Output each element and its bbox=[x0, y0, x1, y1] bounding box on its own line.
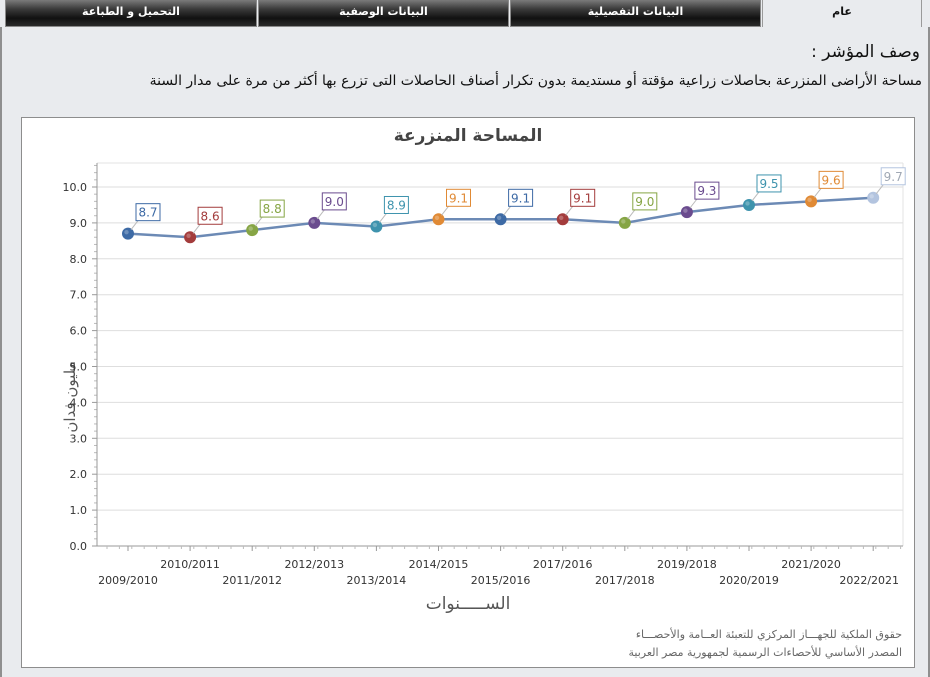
tab-general[interactable]: عام bbox=[762, 0, 922, 30]
svg-text:2011/2012: 2011/2012 bbox=[222, 574, 282, 587]
x-axis-label: الســـــنوات bbox=[425, 594, 511, 614]
svg-text:2.0: 2.0 bbox=[70, 468, 88, 481]
svg-text:2019/2018: 2019/2018 bbox=[657, 558, 717, 571]
copyright-footer: حقوق الملكية للجهـــاز المركزي للتعبئة ا… bbox=[628, 626, 902, 662]
chart-container: المساحة المنزرعة مليون فدان 0.0 1.0 2.0 3.0… bbox=[21, 117, 915, 668]
svg-text:8.9: 8.9 bbox=[387, 198, 406, 212]
svg-text:9.5: 9.5 bbox=[759, 177, 778, 191]
svg-text:9.6: 9.6 bbox=[822, 173, 841, 187]
svg-text:9.1: 9.1 bbox=[449, 191, 468, 205]
svg-text:9.0: 9.0 bbox=[70, 217, 88, 230]
svg-text:2009/2010: 2009/2010 bbox=[98, 574, 158, 587]
line-chart: 0.0 1.0 2.0 3.0 4.0 5.0 6.0 7.0 8.0 9.0 10.0 2009/2… bbox=[63, 162, 906, 587]
svg-text:6.0: 6.0 bbox=[70, 325, 88, 338]
svg-text:9.3: 9.3 bbox=[697, 184, 716, 198]
svg-text:8.8: 8.8 bbox=[263, 202, 282, 216]
indicator-description-text: مساحة الأراضى المنزرعة بحاصلات زراعية مؤ… bbox=[149, 73, 922, 89]
svg-text:2010/2011: 2010/2011 bbox=[160, 558, 220, 571]
svg-text:2020/2019: 2020/2019 bbox=[719, 574, 779, 587]
svg-text:2015/2016: 2015/2016 bbox=[471, 574, 531, 587]
svg-text:2022/2021: 2022/2021 bbox=[839, 574, 899, 587]
svg-text:10.0: 10.0 bbox=[63, 181, 88, 194]
svg-text:9.1: 9.1 bbox=[573, 191, 592, 205]
tab-metadata[interactable]: البيانات الوصفية bbox=[258, 0, 509, 27]
tab-detailed-data[interactable]: البيانات التفصيلية bbox=[510, 0, 761, 27]
svg-text:2021/2020: 2021/2020 bbox=[781, 558, 841, 571]
svg-text:4.0: 4.0 bbox=[70, 396, 88, 409]
svg-text:8.6: 8.6 bbox=[201, 209, 220, 223]
svg-text:2013/2014: 2013/2014 bbox=[347, 574, 407, 587]
tab-download-print[interactable]: التحميل و الطباعة bbox=[5, 0, 257, 27]
svg-text:5.0: 5.0 bbox=[70, 361, 88, 374]
chart-title: المساحة المنزرعة bbox=[393, 126, 543, 146]
svg-text:7.0: 7.0 bbox=[70, 289, 88, 302]
tab-bar: عام البيانات التفصيلية البيانات الوصفية … bbox=[0, 0, 930, 30]
svg-text:2012/2013: 2012/2013 bbox=[284, 558, 344, 571]
copyright-line: حقوق الملكية للجهـــاز المركزي للتعبئة ا… bbox=[635, 628, 902, 641]
svg-text:8.0: 8.0 bbox=[70, 253, 88, 266]
svg-text:3.0: 3.0 bbox=[70, 432, 88, 445]
svg-text:0.0: 0.0 bbox=[70, 540, 88, 553]
svg-text:9.7: 9.7 bbox=[884, 170, 903, 184]
svg-text:2014/2015: 2014/2015 bbox=[409, 558, 469, 571]
svg-text:2017/2018: 2017/2018 bbox=[595, 574, 655, 587]
svg-text:1.0: 1.0 bbox=[70, 504, 88, 517]
svg-text:9.1: 9.1 bbox=[511, 191, 530, 205]
svg-text:2017/2016: 2017/2016 bbox=[533, 558, 593, 571]
svg-text:8.7: 8.7 bbox=[138, 206, 157, 220]
indicator-description-title: وصف المؤشر : bbox=[811, 42, 920, 62]
source-line: المصدر الأساسي للأحصاءات الرسمية لجمهوري… bbox=[628, 646, 902, 659]
svg-text:9.0: 9.0 bbox=[325, 195, 344, 209]
svg-text:9.0: 9.0 bbox=[635, 195, 654, 209]
